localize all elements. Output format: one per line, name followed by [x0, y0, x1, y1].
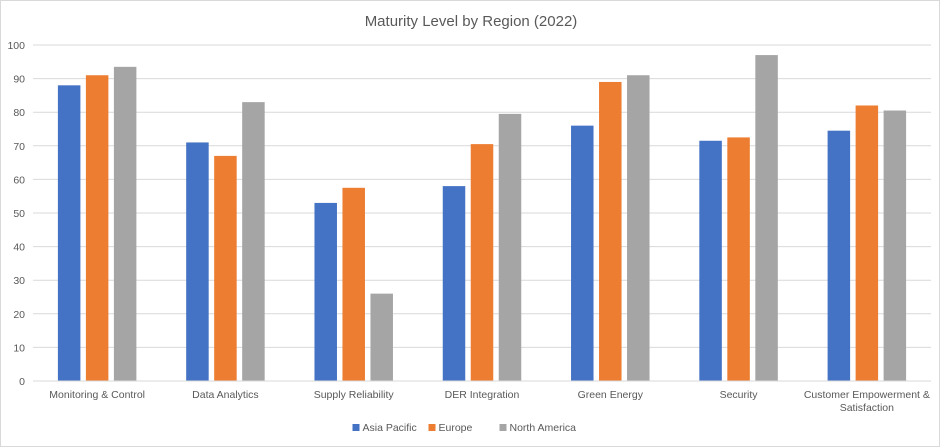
bar — [599, 81, 622, 382]
bar — [498, 113, 522, 381]
bar — [186, 142, 209, 381]
bar — [57, 85, 81, 381]
bar — [314, 202, 337, 381]
y-tick-label: 30 — [13, 275, 25, 287]
legend-label: Asia Pacific — [363, 422, 417, 434]
bar — [755, 55, 778, 382]
bar — [113, 66, 137, 381]
y-tick-label: 60 — [13, 174, 25, 186]
legend-label: Europe — [439, 422, 473, 434]
bar — [855, 105, 879, 381]
y-tick-label: 40 — [13, 242, 25, 254]
bar — [442, 186, 466, 381]
x-tick-label: Monitoring & Control — [49, 389, 145, 401]
y-tick-label: 10 — [13, 342, 25, 354]
legend: Asia Pacific Europe North America — [352, 422, 577, 434]
legend-swatch — [352, 424, 360, 431]
bar — [627, 75, 650, 382]
y-tick-label: 90 — [13, 74, 25, 86]
y-tick-label: 80 — [13, 107, 25, 119]
bar — [342, 187, 365, 381]
y-tick-label: 20 — [13, 309, 25, 321]
legend-item: Asia Pacific — [352, 422, 417, 434]
legend-swatch — [499, 424, 507, 431]
y-tick-label: 50 — [13, 208, 25, 220]
y-tick-label: 100 — [7, 40, 25, 52]
x-tick-label: Supply Reliability — [314, 389, 395, 401]
legend-item: Europe — [428, 422, 473, 434]
legend-item: North America — [499, 422, 577, 434]
x-tick-label: Data Analytics — [192, 389, 259, 401]
bar — [370, 293, 393, 381]
legend-label: North America — [510, 422, 577, 434]
y-tick-label: 70 — [13, 141, 25, 153]
bar — [727, 137, 750, 381]
bar — [571, 125, 594, 381]
y-tick-label: 0 — [19, 376, 25, 388]
x-tick-label: Green Energy — [578, 389, 644, 401]
legend-swatch — [428, 424, 436, 431]
x-tick-label: Security — [720, 389, 759, 401]
bar — [699, 140, 722, 381]
bar — [470, 144, 494, 381]
x-axis-tick-labels: Monitoring & Control Data Analytics Supply… — [49, 389, 930, 414]
x-tick-label: DER Integration — [445, 389, 520, 401]
x-tick-label: Customer Empowerment & Satisfaction — [804, 389, 930, 414]
bar — [242, 102, 265, 382]
bar — [214, 155, 237, 381]
chart-title: Maturity Level by Region (2022) — [365, 13, 578, 30]
bar — [85, 75, 109, 382]
bar — [827, 130, 851, 381]
bars — [57, 55, 907, 382]
bar — [883, 110, 907, 382]
y-axis-tick-labels: 0 10 20 30 40 50 60 70 80 90 100 — [7, 40, 25, 388]
